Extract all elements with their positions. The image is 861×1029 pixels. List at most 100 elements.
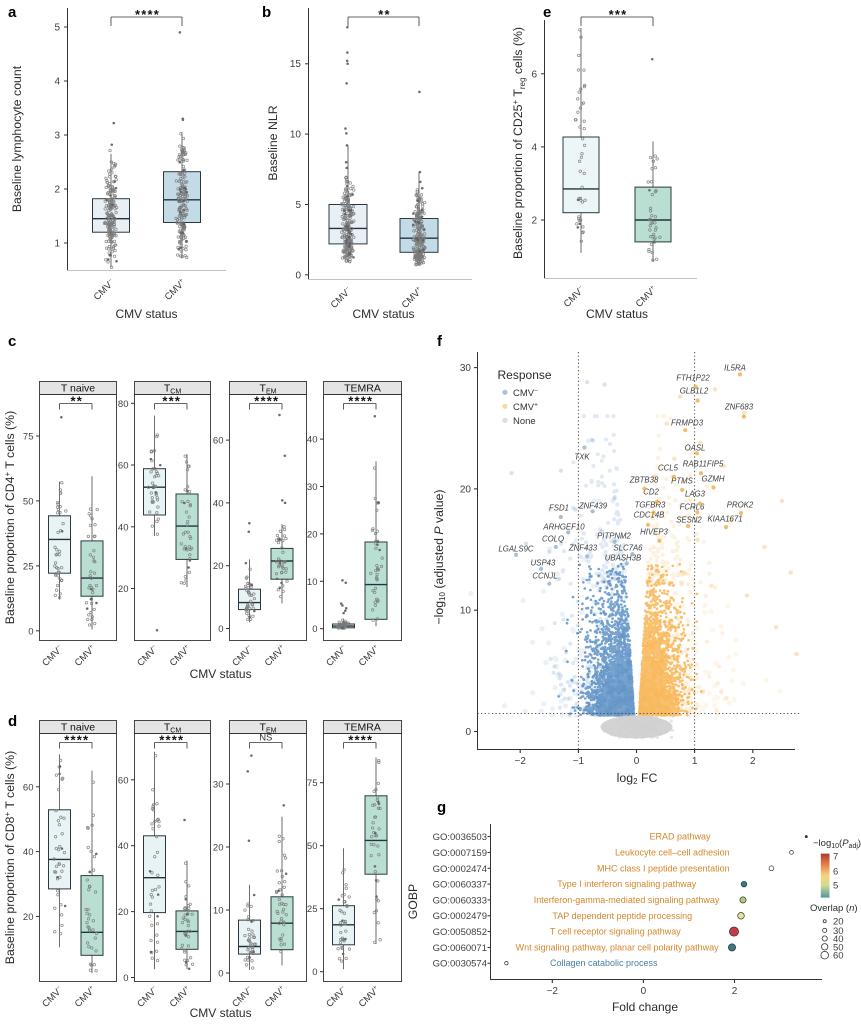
svg-text:a: a (8, 4, 17, 21)
svg-text:CMV−: CMV− (561, 284, 587, 310)
svg-text:50: 50 (307, 841, 318, 852)
svg-text:USP43: USP43 (531, 559, 556, 568)
svg-text:GOBP: GOBP (406, 884, 420, 920)
svg-text:LAG3: LAG3 (685, 490, 706, 499)
svg-text:ARHGEF10: ARHGEF10 (542, 523, 585, 532)
svg-text:20: 20 (213, 843, 224, 854)
svg-text:CD2: CD2 (643, 488, 659, 497)
svg-text:10: 10 (460, 606, 472, 617)
svg-text:CMV+: CMV+ (633, 284, 659, 310)
svg-text:TEMRA: TEMRA (344, 383, 381, 395)
svg-text:20: 20 (118, 907, 129, 918)
svg-text:30: 30 (833, 926, 844, 937)
svg-text:50: 50 (23, 496, 34, 507)
svg-text:7: 7 (833, 852, 838, 863)
svg-text:****: **** (64, 733, 89, 748)
svg-text:GLB1L2: GLB1L2 (680, 387, 709, 396)
svg-text:Baseline proportion of CD4+ T: Baseline proportion of CD4+ T cells (%) (3, 411, 17, 624)
svg-text:CMV−: CMV− (324, 984, 350, 1010)
svg-text:PTMS: PTMS (671, 477, 693, 486)
svg-text:GO:0036503: GO:0036503 (433, 832, 487, 843)
svg-text:PITPNM2: PITPNM2 (597, 532, 631, 541)
svg-text:20: 20 (118, 584, 129, 595)
svg-text:4: 4 (54, 77, 60, 88)
svg-text:5: 5 (54, 23, 60, 34)
svg-text:***: *** (162, 394, 181, 409)
svg-text:FTH1P22: FTH1P22 (676, 374, 710, 383)
svg-text:30: 30 (213, 780, 224, 791)
svg-text:UBASH3B: UBASH3B (605, 554, 641, 563)
svg-text:Wnt signaling pathway, planar: Wnt signaling pathway, planar cell polar… (516, 942, 719, 952)
svg-text:60: 60 (23, 782, 34, 793)
svg-text:CMV−: CMV− (230, 643, 256, 669)
svg-text:CMV status: CMV status (190, 1006, 252, 1020)
svg-text:**: ** (71, 394, 84, 409)
svg-text:CMV−: CMV− (328, 285, 354, 311)
svg-text:e: e (543, 4, 551, 21)
svg-text:***: *** (609, 7, 628, 22)
svg-text:0: 0 (295, 270, 301, 281)
svg-text:PROK2: PROK2 (727, 501, 754, 510)
svg-text:0: 0 (312, 967, 317, 978)
svg-text:40: 40 (23, 847, 34, 858)
svg-text:6: 6 (833, 867, 838, 878)
svg-text:T naive: T naive (61, 383, 95, 395)
svg-text:TEMRA: TEMRA (344, 722, 381, 734)
svg-text:80: 80 (118, 399, 129, 410)
svg-text:Leukocyte cell–cell adhesion: Leukocyte cell–cell adhesion (615, 847, 730, 857)
svg-text:CMV+: CMV+ (262, 643, 288, 669)
svg-text:Baseline NLR: Baseline NLR (266, 105, 280, 180)
svg-text:Overlap (n): Overlap (n) (810, 903, 858, 914)
svg-text:50: 50 (833, 942, 844, 953)
svg-text:CMV−: CMV− (135, 984, 161, 1010)
svg-text:20: 20 (460, 484, 472, 495)
svg-text:10: 10 (307, 577, 318, 588)
svg-text:CMV−: CMV− (40, 984, 66, 1010)
svg-text:GZMH: GZMH (702, 475, 725, 484)
svg-text:40: 40 (118, 522, 129, 533)
svg-text:20: 20 (23, 912, 34, 923)
svg-text:****: **** (348, 733, 373, 748)
svg-text:GO:0030574: GO:0030574 (433, 959, 487, 970)
svg-text:c: c (8, 333, 16, 350)
svg-text:CMV+: CMV+ (513, 401, 538, 413)
svg-text:Baseline proportion of CD8+ T: Baseline proportion of CD8+ T cells (%) (3, 751, 17, 964)
svg-text:CMV+: CMV+ (262, 984, 288, 1010)
svg-text:30: 30 (307, 482, 318, 493)
svg-text:COLQ: COLQ (542, 535, 564, 544)
svg-text:60: 60 (118, 461, 129, 472)
svg-text:20: 20 (833, 917, 844, 928)
svg-text:HIVEP3: HIVEP3 (640, 528, 668, 537)
svg-text:15: 15 (290, 59, 302, 70)
svg-text:d: d (8, 713, 17, 730)
svg-text:0: 0 (28, 626, 33, 637)
svg-text:CMV−: CMV− (324, 643, 350, 669)
svg-text:75: 75 (23, 432, 34, 443)
svg-text:CDC14B: CDC14B (634, 511, 665, 520)
svg-text:Interferon-gamma-mediated sign: Interferon-gamma-mediated signaling path… (534, 895, 720, 905)
svg-text:****: **** (254, 394, 279, 409)
svg-text:CMV+: CMV+ (72, 643, 98, 669)
svg-text:ZBTB38: ZBTB38 (629, 476, 659, 485)
svg-text:40: 40 (307, 435, 318, 446)
svg-text:OASL: OASL (685, 444, 706, 453)
svg-text:−log10(Padj): −log10(Padj) (813, 838, 861, 850)
svg-text:6: 6 (531, 69, 537, 80)
svg-text:IL5RA: IL5RA (724, 364, 746, 373)
svg-text:GO:0060337: GO:0060337 (433, 880, 487, 891)
svg-text:0: 0 (123, 973, 128, 984)
svg-text:ERAD pathway: ERAD pathway (649, 832, 711, 842)
svg-text:Collagen catabolic process: Collagen catabolic process (550, 958, 658, 968)
svg-text:GO:0007159: GO:0007159 (433, 848, 487, 859)
svg-text:−1: −1 (573, 756, 585, 767)
svg-text:40: 40 (213, 498, 224, 509)
svg-text:25: 25 (307, 904, 318, 915)
svg-text:RAB11FIP5: RAB11FIP5 (683, 460, 724, 469)
svg-text:ZNF433: ZNF433 (568, 544, 598, 553)
svg-text:20: 20 (307, 529, 318, 540)
svg-text:Type I interferon signaling pa: Type I interferon signaling pathway (557, 879, 697, 889)
svg-text:****: **** (135, 7, 160, 22)
svg-text:ZNF439: ZNF439 (578, 502, 608, 511)
svg-text:CMV+: CMV+ (162, 277, 188, 303)
svg-text:Response: Response (498, 368, 552, 382)
